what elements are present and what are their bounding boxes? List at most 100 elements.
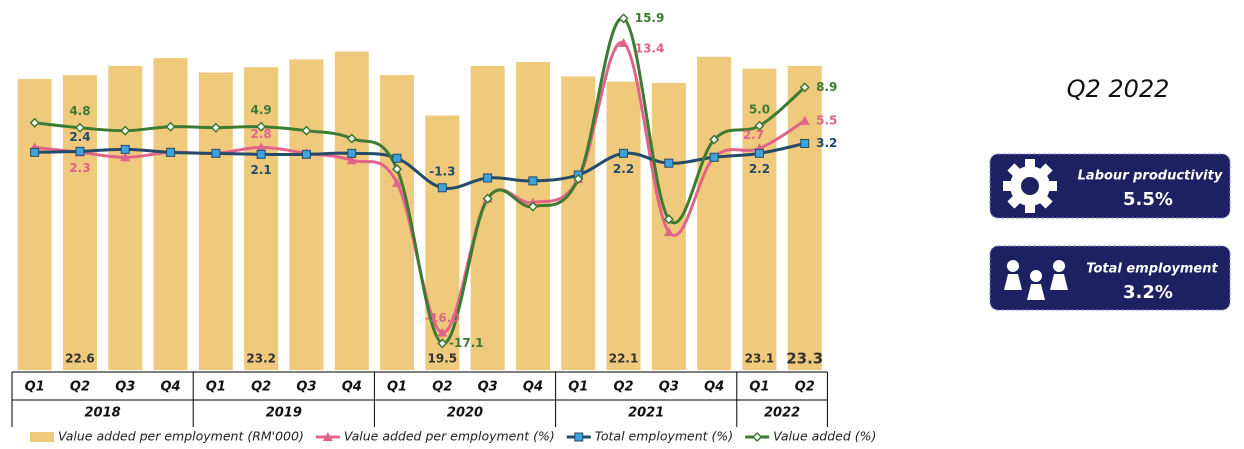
legend: Value added per employment (RM'000) Value… — [30, 429, 876, 444]
marker — [527, 201, 539, 212]
marker — [165, 121, 176, 132]
data-label: 15.9 — [635, 11, 665, 25]
legend-label: Value added (%) — [773, 429, 876, 444]
bar — [651, 82, 686, 371]
bar — [787, 65, 822, 370]
legend-marker — [322, 432, 333, 441]
marker — [211, 148, 221, 158]
marker — [709, 134, 720, 145]
legend-label: Total employment (%) — [595, 429, 733, 444]
x-group-label: 2020 — [447, 406, 483, 421]
x-tick-label: Q3 — [478, 380, 498, 395]
x-tick-label: Q3 — [659, 380, 679, 395]
bar — [244, 67, 279, 371]
x-tick-label: Q2 — [613, 380, 633, 395]
plot: 22.6 23.2 19.5 22.1 23.1 23.3 2.3 2.8 -16.0 13.4 2… — [11, 11, 876, 444]
marker — [120, 152, 131, 162]
data-label: 2.2 — [613, 162, 634, 176]
card-label: Labour productivity — [1078, 169, 1223, 184]
data-label: 2.3 — [69, 161, 90, 175]
marker — [573, 173, 584, 185]
bar — [289, 59, 324, 370]
x-group-label: 2022 — [764, 406, 800, 421]
line — [34, 16, 806, 345]
x-tick-label: Q1 — [206, 380, 226, 395]
marker — [618, 38, 629, 48]
marker — [346, 133, 357, 144]
data-label: 2.1 — [251, 163, 272, 177]
marker — [256, 149, 266, 159]
data-label: 4.8 — [69, 104, 90, 118]
line — [34, 41, 806, 335]
legend-marker — [574, 432, 584, 442]
marker — [799, 115, 810, 125]
bar — [515, 62, 550, 371]
marker — [346, 155, 357, 165]
x-group-label: 2019 — [266, 406, 302, 421]
card: Total employment 3.2% — [989, 245, 1231, 311]
marker — [799, 82, 810, 93]
marker — [754, 148, 764, 158]
x-tick-label: Q4 — [160, 380, 180, 395]
bar-label: 23.2 — [246, 352, 276, 366]
marker — [29, 117, 40, 128]
x-tick-label: Q3 — [296, 380, 316, 395]
bar-label: 22.1 — [609, 352, 639, 366]
marker — [437, 183, 447, 193]
x-tick-label: Q2 — [795, 380, 815, 395]
bar-label: 23.3 — [786, 350, 823, 368]
gear-icon — [1003, 159, 1057, 213]
data-label: 8.9 — [816, 80, 837, 94]
marker — [301, 125, 312, 136]
marker — [166, 147, 176, 157]
card-value: 3.2% — [1123, 282, 1173, 303]
bar — [62, 75, 97, 370]
line — [34, 142, 806, 190]
card-box — [989, 245, 1231, 311]
marker — [528, 176, 538, 186]
data-label: 5.0 — [749, 102, 770, 116]
x-group-label: 2018 — [85, 406, 121, 421]
legend-marker — [752, 431, 763, 443]
x-tick-label: Q1 — [25, 380, 45, 395]
legend-label: Value added per employment (%) — [344, 429, 555, 444]
data-label: -17.1 — [449, 336, 484, 350]
bar — [108, 65, 143, 370]
data-label: 2.2 — [749, 162, 770, 176]
marker — [800, 138, 810, 148]
marker — [619, 148, 629, 158]
bar-label: 22.6 — [65, 352, 95, 366]
marker — [709, 152, 719, 162]
data-label: 2.7 — [743, 128, 764, 142]
marker — [256, 142, 267, 152]
x-tick-label: Q2 — [432, 380, 452, 395]
marker — [120, 144, 130, 154]
data-label: -16.0 — [425, 311, 460, 325]
card-value: 5.5% — [1123, 189, 1173, 210]
x-tick-label: Q1 — [387, 380, 407, 395]
bar — [198, 72, 233, 371]
people-icon — [1004, 260, 1068, 300]
x-tick-label: Q1 — [749, 380, 769, 395]
marker — [74, 122, 86, 133]
panel-title: Q2 2022 — [1067, 75, 1170, 103]
bar — [153, 58, 188, 370]
marker — [754, 120, 765, 131]
marker — [664, 158, 674, 168]
marker — [391, 164, 403, 175]
marker — [618, 13, 629, 24]
marker — [75, 146, 85, 156]
bar — [697, 56, 732, 371]
marker — [663, 227, 674, 237]
data-label: 4.9 — [251, 103, 272, 117]
bar — [561, 76, 596, 370]
x-tick-label: Q1 — [568, 380, 588, 395]
x-tick-label: Q4 — [523, 380, 543, 395]
legend-swatch — [30, 432, 54, 442]
data-label: 2.8 — [251, 127, 272, 141]
bar — [606, 81, 641, 370]
data-label: -1.3 — [429, 164, 455, 178]
marker — [256, 121, 267, 132]
bar-label: 19.5 — [428, 352, 458, 366]
data-label: 3.2 — [816, 136, 837, 150]
